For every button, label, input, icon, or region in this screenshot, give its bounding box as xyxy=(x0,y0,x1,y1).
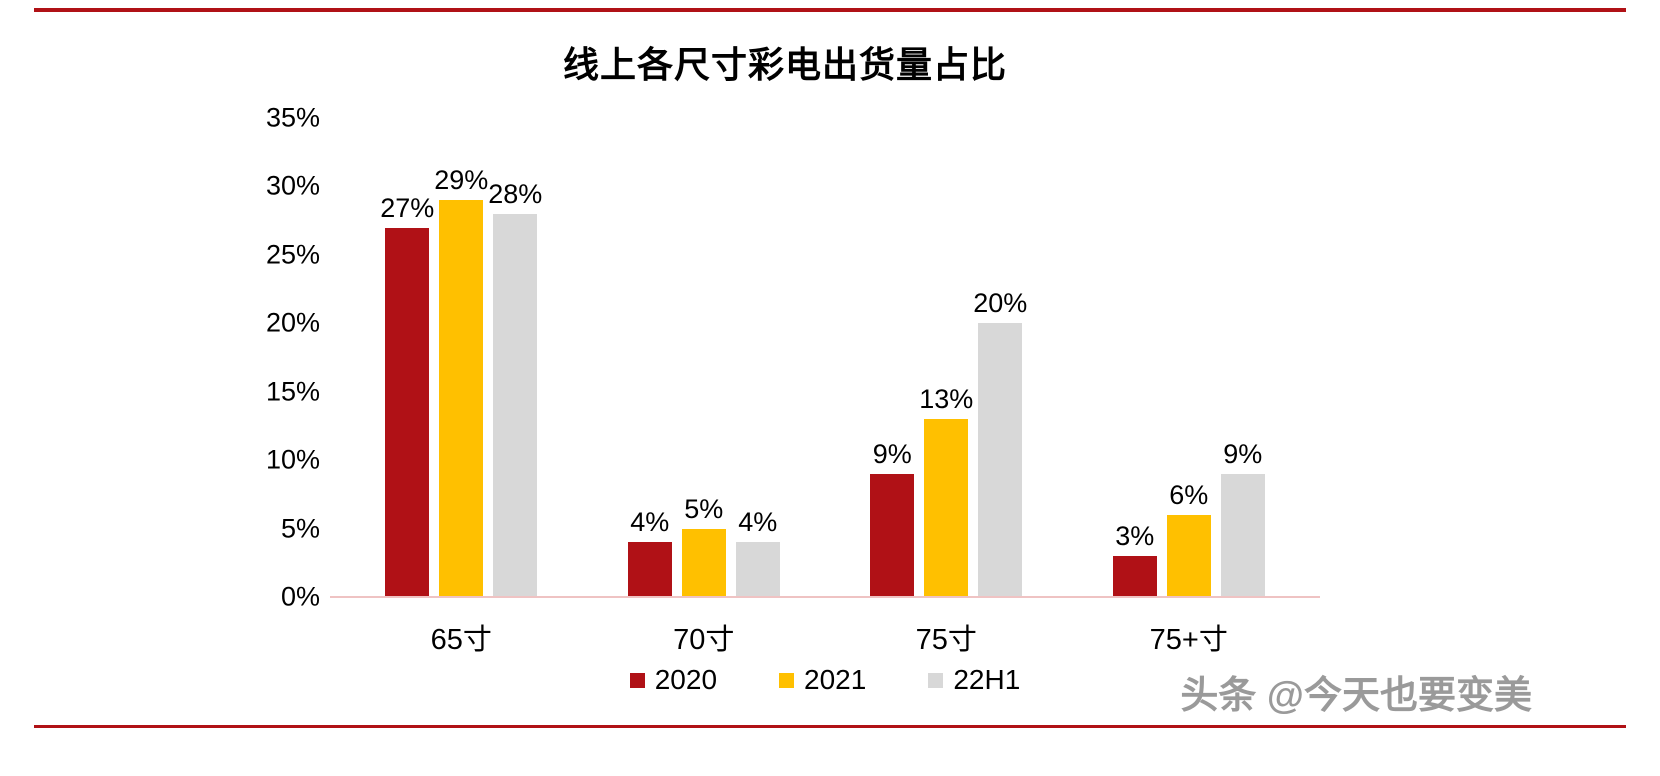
watermark-text: 头条 @今天也要变美 xyxy=(1180,675,1532,717)
bar-group: 4% 5% 4% xyxy=(627,118,780,597)
y-tick-label: 10% xyxy=(265,444,320,475)
legend-label: 22H1 xyxy=(953,664,1021,695)
y-axis: 0% 5% 10% 15% 20% 25% 30% 35% xyxy=(180,104,320,610)
chart-legend: 2020 2021 22H1 xyxy=(340,664,1310,696)
y-tick-label: 15% xyxy=(265,376,320,407)
legend-label: 2020 xyxy=(654,664,718,695)
legend-swatch-icon xyxy=(779,672,795,688)
y-tick-label: 35% xyxy=(265,102,320,133)
y-tick-label: 20% xyxy=(265,307,320,338)
bar xyxy=(978,323,1023,597)
bar xyxy=(1166,514,1211,597)
bottom-border-line xyxy=(34,725,1626,728)
x-category-label: 75寸 xyxy=(915,624,977,656)
bar-cell: 28% xyxy=(488,118,542,597)
y-tick-label: 5% xyxy=(280,513,320,544)
x-axis-line xyxy=(330,596,1320,598)
bar-cell: 4% xyxy=(735,118,780,597)
bar-group: 9% 13% 20% xyxy=(870,118,1027,597)
legend-item: 22H1 xyxy=(928,664,1020,696)
bar-cell: 20% xyxy=(973,118,1027,597)
bar xyxy=(1112,555,1157,597)
top-border-line xyxy=(34,8,1626,12)
bar xyxy=(870,473,915,597)
bar-value-label: 20% xyxy=(973,288,1028,319)
chart-title: 线上各尺寸彩电出货量占比 xyxy=(562,44,1007,85)
bar-value-label: 6% xyxy=(1169,479,1209,510)
bar xyxy=(735,542,780,597)
bar-value-label: 5% xyxy=(684,493,724,524)
bar-value-label: 4% xyxy=(630,507,670,538)
x-category-label: 70寸 xyxy=(673,624,735,656)
x-axis-labels: 65寸 70寸 75寸 75+寸 xyxy=(340,616,1310,658)
bar-value-label: 13% xyxy=(919,384,974,415)
bar-value-label: 3% xyxy=(1115,520,1155,551)
bar-cell: 5% xyxy=(681,118,726,597)
bar xyxy=(681,528,726,597)
bar-value-label: 29% xyxy=(434,165,489,196)
bar xyxy=(1220,473,1265,597)
legend-item: 2021 xyxy=(779,664,866,696)
bar-value-label: 9% xyxy=(872,438,912,469)
bar xyxy=(385,227,430,597)
bar-value-label: 27% xyxy=(380,192,435,223)
y-tick-label: 0% xyxy=(280,581,320,612)
bar-cell: 13% xyxy=(919,118,973,597)
legend-label: 2021 xyxy=(804,664,867,695)
x-category-label: 75+寸 xyxy=(1149,624,1228,656)
bar-value-label: 9% xyxy=(1223,438,1263,469)
bar-cell: 4% xyxy=(627,118,672,597)
bar xyxy=(924,419,969,597)
bar xyxy=(627,542,672,597)
bar-cell: 29% xyxy=(434,118,488,597)
bar-group: 27% 29% 28% xyxy=(380,118,542,597)
legend-item: 2020 xyxy=(629,664,718,696)
plot-area: 27% 29% 28% 4% 5% 4% 9% 13% 20% 3% 6% 9% xyxy=(340,118,1310,597)
bar-value-label: 4% xyxy=(738,507,778,538)
bar-cell: 6% xyxy=(1166,118,1211,597)
bar xyxy=(493,213,538,597)
bar-value-label: 28% xyxy=(488,178,543,209)
bar-group: 3% 6% 9% xyxy=(1112,118,1265,597)
bar xyxy=(439,200,484,597)
legend-swatch-icon xyxy=(629,672,645,688)
bar-cell: 27% xyxy=(380,118,434,597)
bar-cell: 3% xyxy=(1112,118,1157,597)
bar-cell: 9% xyxy=(1220,118,1265,597)
y-tick-label: 25% xyxy=(265,239,320,270)
y-tick-label: 30% xyxy=(265,170,320,201)
legend-swatch-icon xyxy=(928,672,944,688)
bar-cell: 9% xyxy=(870,118,915,597)
x-category-label: 65寸 xyxy=(430,624,492,656)
